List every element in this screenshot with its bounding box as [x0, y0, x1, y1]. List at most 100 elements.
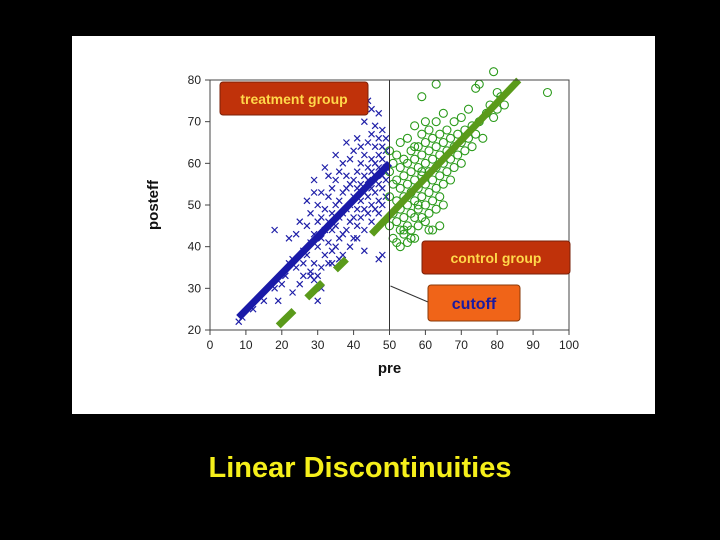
- treatment-point: [317, 214, 325, 221]
- treatment-point: [368, 130, 375, 138]
- control-point: [435, 129, 445, 139]
- treatment-point: [317, 189, 325, 196]
- treatment-point: [278, 280, 286, 288]
- treatment-point: [332, 176, 340, 184]
- control-point: [417, 150, 427, 160]
- x-tick-label: 40: [347, 338, 361, 352]
- x-tick-label: 80: [491, 338, 505, 352]
- control-point: [442, 125, 452, 135]
- treatment-point: [328, 259, 336, 267]
- control-point: [489, 112, 499, 123]
- projected-regression-line: [275, 256, 349, 329]
- control-point: [413, 142, 423, 152]
- control-point: [445, 175, 456, 185]
- x-tick-label: 20: [275, 338, 289, 352]
- control-point: [435, 192, 445, 202]
- control-point: [424, 208, 434, 218]
- x-tick-label: 60: [419, 338, 433, 352]
- control-point: [431, 79, 441, 89]
- scatter-chart: 0 10 20 30 40 50 60 70 80 90 100 20 30 40 50 60 70 80 pr…: [145, 67, 579, 377]
- cutoff-pointer: [390, 285, 429, 303]
- treatment-point: [357, 143, 365, 151]
- control-point: [499, 100, 509, 110]
- treatment-point: [368, 218, 375, 226]
- treatment-point: [375, 209, 383, 217]
- treatment-point: [346, 243, 354, 251]
- treatment-point: [332, 243, 340, 251]
- y-tick-label: 70: [188, 115, 202, 129]
- control-point: [489, 67, 499, 77]
- treatment-point: [271, 226, 279, 234]
- treatment-point: [314, 243, 322, 251]
- y-tick-label: 40: [188, 240, 202, 254]
- treatment-point: [364, 193, 372, 201]
- treatment-point: [342, 139, 350, 146]
- control-point: [453, 150, 463, 160]
- control-point: [442, 167, 452, 177]
- treatment-point: [360, 226, 368, 234]
- treatment-point: [342, 226, 350, 234]
- control-point: [413, 221, 423, 231]
- treatment-point: [350, 176, 358, 184]
- control-point: [428, 154, 438, 164]
- treatment-point: [303, 197, 311, 205]
- control-point: [445, 133, 456, 143]
- treatment-point: [303, 222, 311, 230]
- control-point: [428, 196, 438, 206]
- treatment-point: [325, 193, 332, 201]
- treatment-point: [307, 209, 314, 217]
- control-point: [402, 133, 413, 143]
- treatment-point: [357, 159, 365, 167]
- treatment-point: [360, 118, 368, 126]
- treatment-point: [382, 176, 390, 184]
- treatment-point: [353, 134, 361, 142]
- cutoff-text: cutoff: [452, 296, 497, 313]
- treatment-point: [299, 272, 307, 280]
- control-point: [435, 171, 445, 181]
- treatment-point: [364, 139, 372, 146]
- control-point: [392, 175, 402, 185]
- control-point: [435, 221, 445, 231]
- y-axis-ticks: 20 30 40 50 60 70 80: [188, 73, 210, 337]
- y-axis-title: posteff: [145, 179, 162, 230]
- control-point: [420, 158, 430, 168]
- treatment-group-text: treatment group: [240, 91, 347, 107]
- control-point: [460, 146, 470, 156]
- y-tick-label: 50: [188, 198, 202, 212]
- control-point: [417, 92, 427, 102]
- control-point: [410, 154, 420, 164]
- x-tick-label: 90: [526, 338, 540, 352]
- cutoff-box: [427, 284, 521, 322]
- control-point: [395, 183, 405, 193]
- control-point: [438, 108, 448, 118]
- treatment-point: [350, 147, 358, 155]
- treatment-point: [299, 259, 307, 267]
- treatment-point: [335, 168, 343, 176]
- treatment-point: [371, 189, 379, 196]
- treatment-point: [339, 159, 347, 167]
- y-tick-label: 60: [188, 156, 202, 170]
- control-point: [431, 117, 441, 127]
- control-point: [402, 158, 413, 168]
- control-point: [410, 142, 420, 152]
- treatment-point: [382, 134, 390, 142]
- regression-lines-layer: [236, 77, 522, 329]
- x-tick-label: 50: [383, 338, 397, 352]
- control-point: [420, 217, 430, 227]
- control-point: [410, 121, 420, 131]
- control-point: [456, 158, 466, 168]
- treatment-point: [375, 255, 383, 263]
- treatment-point: [325, 172, 332, 180]
- treatment-point: [378, 126, 386, 134]
- control-point: [399, 229, 409, 239]
- treatment-point: [321, 251, 329, 259]
- treatment-group-label: treatment group: [219, 81, 369, 116]
- control-point: [431, 183, 441, 193]
- chart-panel: 0 10 20 30 40 50 60 70 80 90 100 20 30 40 50 60 70 80 pr…: [72, 36, 655, 414]
- control-point: [438, 137, 448, 148]
- treatment-point: [314, 201, 322, 209]
- treatment-point: [296, 280, 304, 288]
- control-point: [417, 192, 427, 202]
- treatment-point: [357, 214, 365, 221]
- control-point: [449, 162, 459, 173]
